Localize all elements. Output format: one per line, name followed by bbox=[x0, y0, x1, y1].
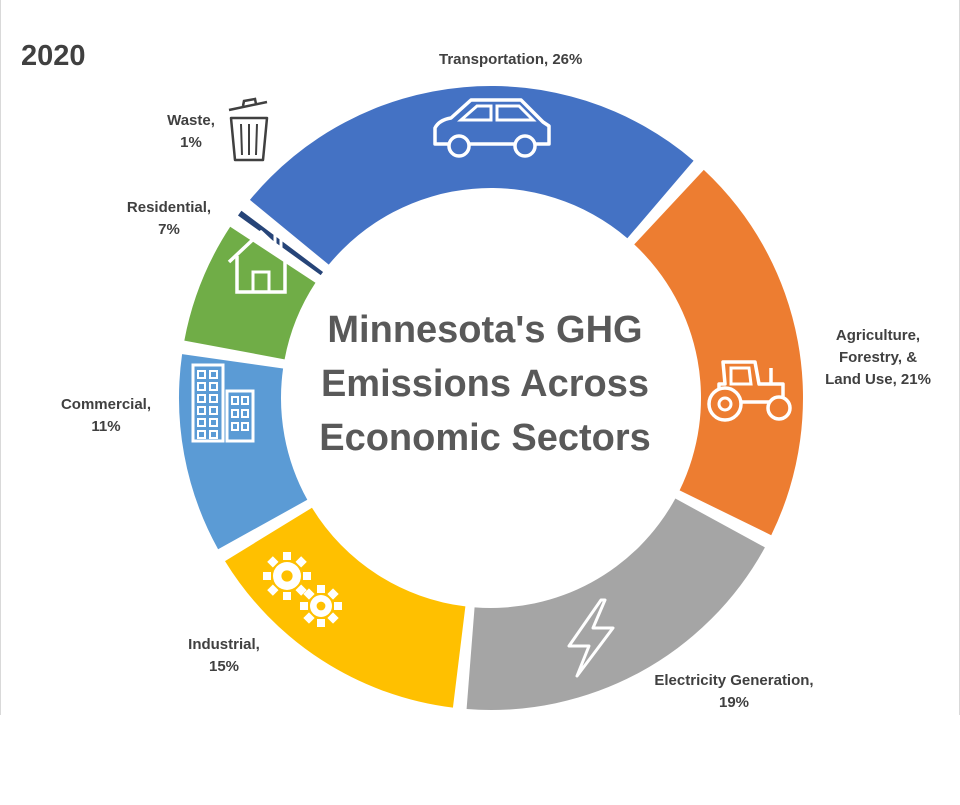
chart-title-line-2: Emissions Across bbox=[321, 363, 649, 405]
label-residential: Residential, 7% bbox=[109, 197, 229, 241]
label-line: Industrial, bbox=[188, 636, 260, 653]
label-line: Transportation, 26% bbox=[439, 51, 583, 68]
label-line: Commercial, bbox=[60, 396, 152, 413]
tractor-icon bbox=[707, 360, 792, 422]
label-industrial: Industrial, 15% bbox=[169, 634, 279, 678]
label-line: Electricity Generation, bbox=[654, 672, 814, 689]
label-transportation: Transportation, 26% bbox=[439, 49, 582, 71]
chart-title-line-3: Economic Sectors bbox=[319, 417, 651, 459]
chart-title-line-1: Minnesota's GHG bbox=[327, 309, 642, 351]
house-icon bbox=[227, 230, 295, 294]
chart-card: Minnesota's GHG Emissions Across Economi… bbox=[0, 0, 960, 715]
slice-agriculture-forestry-land-use bbox=[634, 169, 804, 536]
lightning-bolt-icon bbox=[567, 598, 615, 678]
trash-can-icon bbox=[228, 97, 269, 162]
label-agriculture: Agriculture, Forestry, & Land Use, 21% bbox=[818, 325, 938, 391]
car-icon bbox=[433, 98, 551, 158]
label-line: Land Use, 21% bbox=[825, 371, 931, 388]
label-line: 1% bbox=[180, 134, 202, 151]
label-line: Agriculture, bbox=[835, 327, 921, 344]
label-line: 7% bbox=[158, 221, 180, 238]
slice-transportation bbox=[249, 85, 694, 265]
label-line: Waste, bbox=[167, 112, 215, 129]
label-waste: Waste, 1% bbox=[151, 110, 231, 154]
office-building-icon bbox=[191, 363, 255, 443]
label-line: 19% bbox=[718, 694, 750, 711]
label-electricity: Electricity Generation, 19% bbox=[639, 670, 829, 714]
donut-chart: Minnesota's GHG Emissions Across Economi… bbox=[179, 85, 804, 710]
year-label: 2020 bbox=[21, 40, 86, 72]
label-line: Residential, bbox=[126, 199, 212, 216]
label-line: 15% bbox=[208, 658, 240, 675]
label-commercial: Commercial, 11% bbox=[41, 394, 171, 438]
label-line: 11% bbox=[91, 418, 121, 435]
slice-electricity-generation bbox=[466, 498, 765, 710]
label-line: Forestry, & bbox=[838, 349, 918, 366]
